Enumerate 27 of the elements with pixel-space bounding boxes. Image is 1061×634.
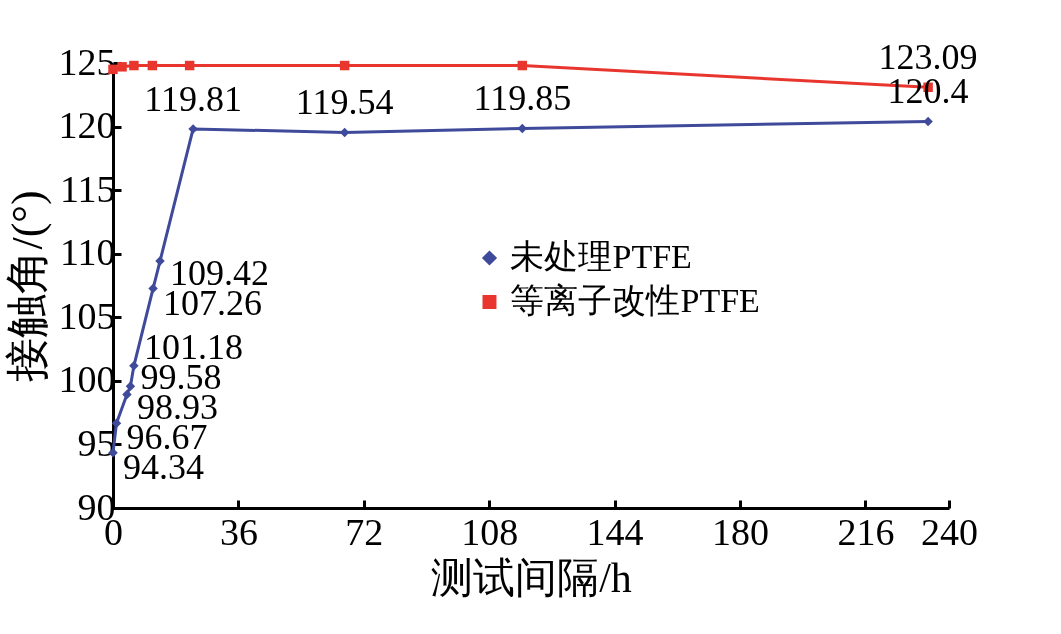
x-tick-label: 144 — [586, 510, 644, 553]
y-tick-label: 115 — [59, 167, 116, 210]
data-label: 119.81 — [144, 78, 242, 119]
point — [122, 389, 132, 400]
point — [117, 62, 127, 72]
x-tick-label: 216 — [837, 510, 895, 553]
y-axis-title: 接触角/(°) — [2, 190, 52, 382]
x-tick-label: 180 — [712, 510, 769, 553]
point — [923, 116, 933, 127]
x-tick-label: 72 — [345, 510, 384, 553]
data-label: 119.85 — [473, 78, 572, 119]
point — [339, 60, 350, 71]
point — [125, 381, 136, 391]
legend-label: 未处理PTFE — [510, 238, 692, 275]
point — [517, 60, 528, 71]
legend-label: 等离子改性PTFE — [510, 282, 760, 319]
point — [147, 60, 158, 71]
x-tick-label: 108 — [461, 510, 519, 553]
point — [184, 60, 195, 71]
x-tick-label: 240 — [921, 510, 978, 553]
y-tick-label: 105 — [58, 294, 116, 337]
point — [111, 418, 122, 428]
point — [148, 283, 158, 294]
point — [129, 60, 139, 71]
x-axis-title: 测试间隔/h — [431, 554, 632, 601]
x-tick-label: 36 — [219, 510, 258, 553]
data-label: 119.54 — [295, 82, 394, 123]
